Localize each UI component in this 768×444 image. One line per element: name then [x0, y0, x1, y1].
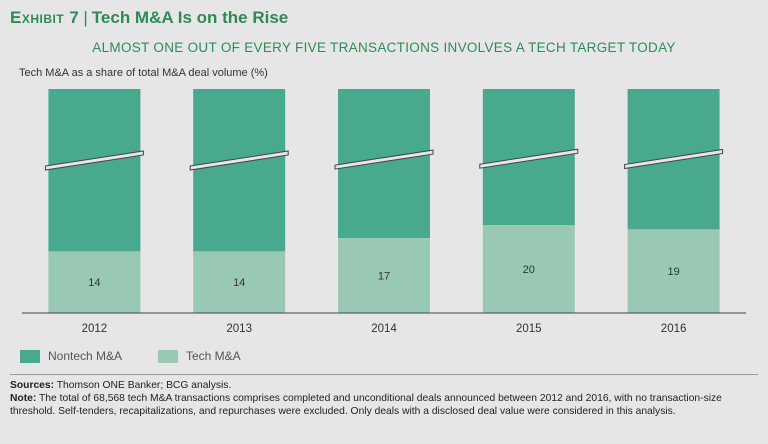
data-label-2014: 17	[378, 271, 390, 283]
bar-tech-2012	[48, 251, 141, 313]
y-axis-label: Tech M&A as a share of total M&A deal vo…	[19, 67, 268, 79]
chart-subtitle: ALMOST ONE OUT OF EVERY FIVE TRANSACTION…	[92, 40, 676, 55]
data-label-2016: 19	[667, 266, 679, 278]
note-label: Note:	[10, 393, 37, 404]
sources-text: Thomson ONE Banker; BCG analysis.	[56, 380, 232, 391]
bar-tech-2015	[482, 225, 575, 313]
data-label-2013: 14	[233, 277, 245, 289]
legend-swatch-tech	[158, 349, 178, 363]
legend-item-tech: Tech M&A	[158, 349, 241, 363]
sources-line: Sources: Thomson ONE Banker; BCG analysi…	[10, 379, 760, 392]
data-label-2015: 20	[523, 264, 535, 276]
legend-item-nontech: Nontech M&A	[20, 349, 122, 363]
x-tick-label-2015: 2015	[516, 323, 542, 335]
x-tick-label-2013: 2013	[226, 323, 252, 335]
bar-tech-2014	[338, 238, 430, 313]
exhibit-title-text: Tech M&A Is on the Rise	[91, 8, 289, 27]
footer-divider	[10, 374, 758, 375]
axis-break-2012	[44, 150, 144, 171]
axis-break-2014	[334, 149, 434, 170]
exhibit-label: Exhibit 7	[10, 8, 80, 27]
bar-nontech-2012	[48, 89, 141, 252]
exhibit-title: Exhibit 7 | Tech M&A Is on the Rise	[10, 8, 288, 28]
bar-tech-2013	[193, 251, 286, 313]
legend-label-nontech: Nontech M&A	[48, 349, 123, 363]
axis-break-2016	[624, 148, 724, 170]
axis-break-2015	[479, 148, 579, 169]
note-line: Note: The total of 68,568 tech M&A trans…	[10, 392, 760, 418]
x-tick-label-2016: 2016	[661, 323, 687, 335]
data-label-2012: 14	[88, 277, 100, 289]
footnotes: Sources: Thomson ONE Banker; BCG analysi…	[10, 379, 760, 418]
title-separator: |	[83, 8, 88, 27]
x-tick-label-2014: 2014	[371, 323, 397, 335]
bar-tech-2016	[627, 229, 720, 313]
legend-label-tech: Tech M&A	[186, 349, 241, 363]
sources-label: Sources:	[10, 380, 55, 391]
legend-swatch-nontech	[20, 349, 40, 363]
bar-nontech-2013	[193, 89, 286, 252]
note-text: The total of 68,568 tech M&A transaction…	[10, 393, 722, 417]
axis-break-2013	[189, 150, 289, 171]
x-tick-label-2012: 2012	[82, 323, 108, 335]
